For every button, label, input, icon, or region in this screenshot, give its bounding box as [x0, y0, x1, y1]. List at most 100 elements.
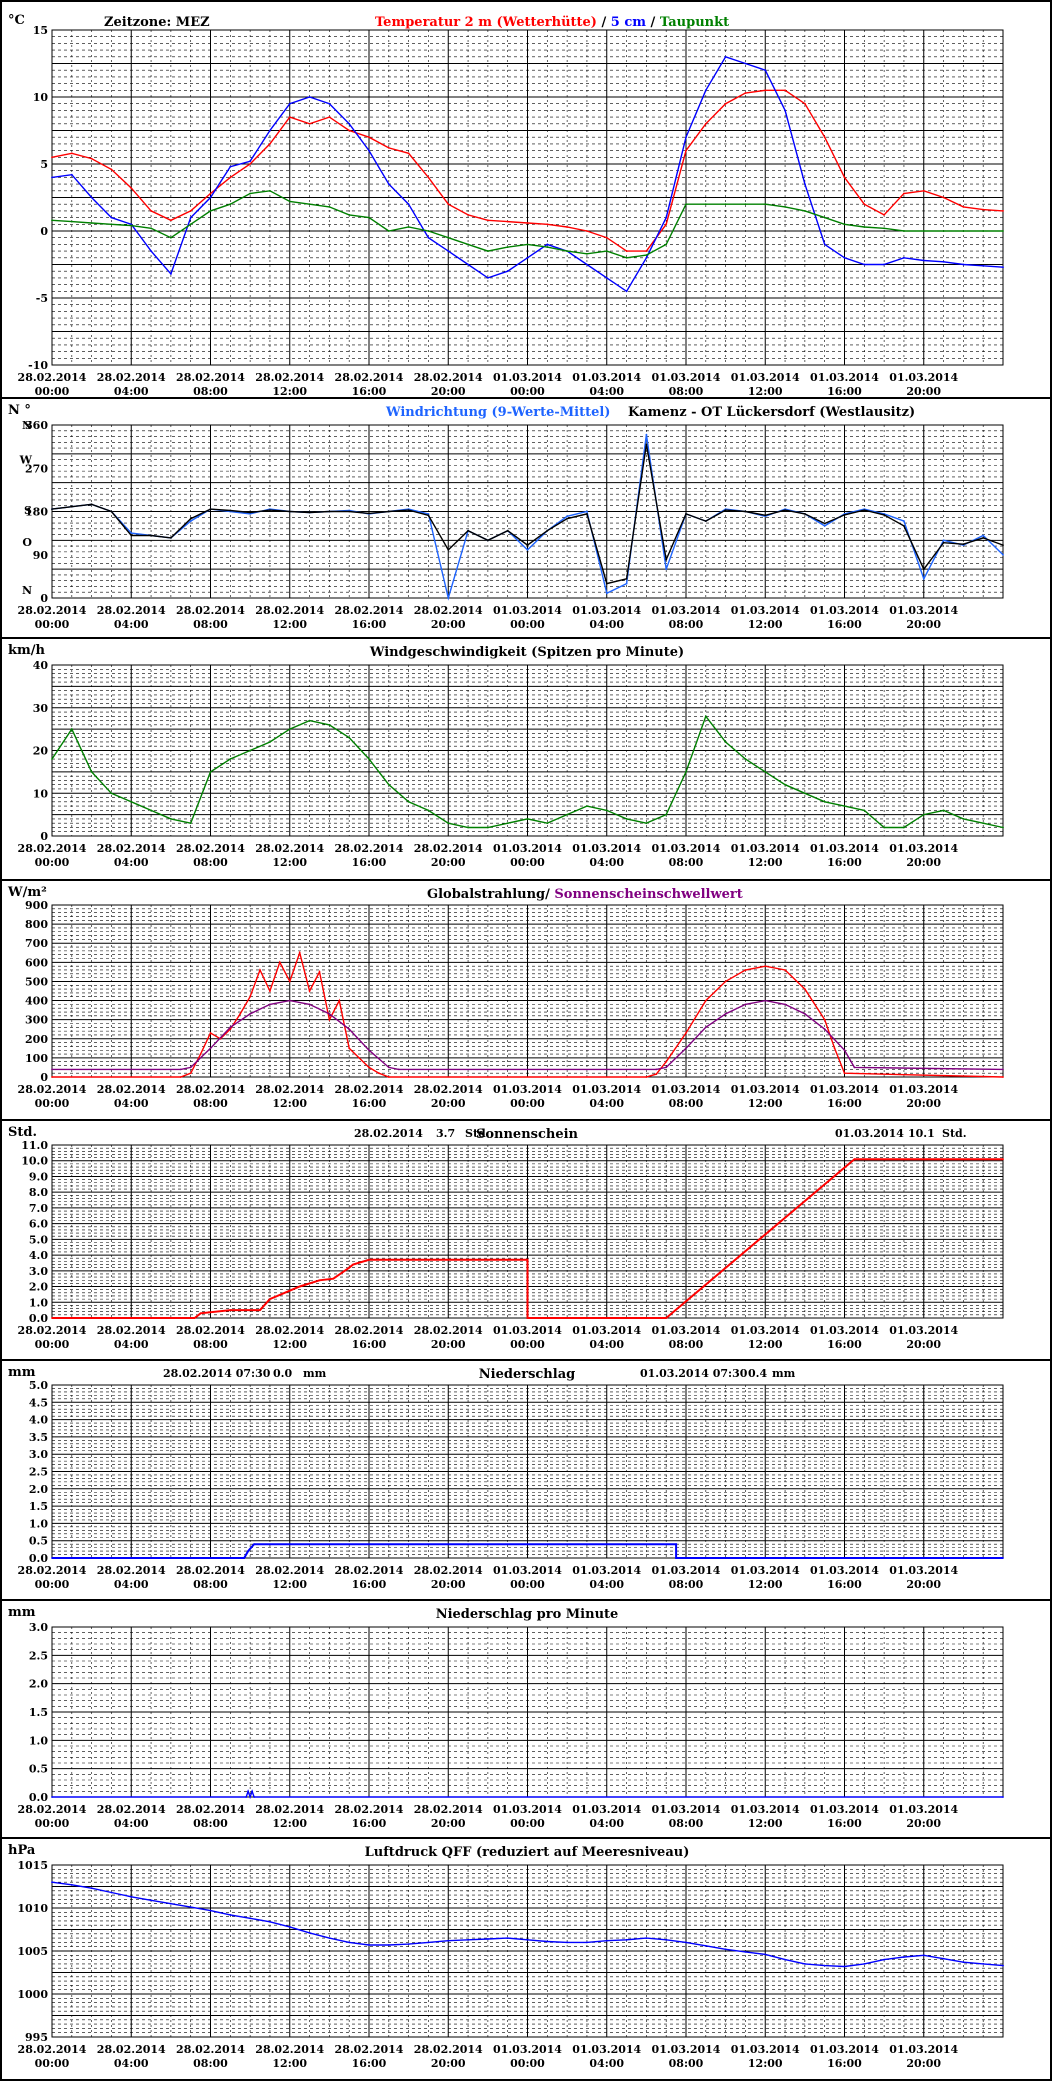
data-point: [189, 216, 192, 219]
data-point: [110, 1891, 113, 1894]
y-tick-label: 1.0: [29, 1296, 48, 1309]
data-point: [368, 149, 370, 152]
data-point: [546, 1940, 549, 1943]
data-point: [229, 509, 232, 512]
data-point: [744, 758, 747, 760]
x-tick-date: 01.03.2014: [493, 1324, 562, 1337]
data-point: [566, 1941, 568, 1944]
x-tick-date: 28.02.2014: [414, 371, 483, 384]
x-tick-time: 20:00: [431, 856, 466, 869]
data-point: [328, 724, 331, 726]
data-point: [665, 1066, 668, 1069]
data-point: [328, 206, 331, 208]
summary-value: 3.7: [436, 1127, 455, 1140]
x-tick-time: 16:00: [827, 856, 862, 869]
data-point: [110, 792, 113, 795]
data-point: [784, 783, 786, 786]
data-point: [387, 1944, 390, 1946]
series-2: [51, 189, 1004, 259]
summary-date: 28.02.2014 07:30: [163, 1367, 271, 1380]
data-point: [724, 980, 727, 983]
x-tick-time: 04:00: [589, 1817, 624, 1830]
x-tick-date: 01.03.2014: [731, 371, 800, 384]
x-tick-time: 16:00: [352, 1097, 387, 1110]
data-point: [407, 152, 410, 155]
y-tick-label: 20: [33, 745, 49, 758]
data-point: [744, 1951, 747, 1953]
y-tick-label: 30: [33, 702, 49, 715]
x-tick-date: 28.02.2014: [335, 1083, 404, 1096]
y-tick-label: -5: [36, 292, 48, 305]
data-point: [942, 541, 945, 544]
x-tick-date: 01.03.2014: [493, 1803, 562, 1816]
data-point: [243, 1557, 246, 1559]
data-point: [823, 1018, 826, 1021]
x-tick-time: 08:00: [193, 385, 228, 398]
data-point: [51, 156, 53, 159]
data-point: [704, 520, 707, 522]
x-tick-time: 20:00: [431, 618, 466, 631]
data-point: [387, 1076, 390, 1078]
x-tick-time: 20:00: [431, 1817, 466, 1830]
x-tick-date: 01.03.2014: [493, 371, 562, 384]
data-point: [724, 1013, 727, 1015]
data-point: [130, 224, 133, 227]
x-tick-time: 12:00: [748, 1338, 783, 1351]
summary-1: 28.02.2014 3.7 Std.: [354, 1127, 490, 1140]
data-point: [467, 243, 469, 246]
data-point: [645, 433, 648, 436]
data-point: [427, 230, 430, 232]
data-point: [249, 749, 252, 752]
data-point: [1002, 1068, 1004, 1071]
data-point: [863, 263, 866, 266]
data-point: [427, 236, 430, 239]
data-point: [982, 822, 985, 825]
compass-letter: N: [22, 584, 32, 597]
data-point: [843, 514, 846, 516]
unit-label: mm: [8, 1365, 36, 1380]
data-point: [982, 537, 985, 539]
data-point: [487, 1938, 489, 1940]
x-tick-time: 04:00: [114, 2057, 149, 2070]
x-tick-date: 01.03.2014: [810, 842, 879, 855]
data-point: [150, 250, 153, 253]
y-tick-label: 4.5: [29, 1396, 48, 1409]
y-tick-label: 1.0: [29, 1734, 48, 1747]
data-point: [645, 443, 648, 446]
data-point: [724, 509, 727, 511]
data-point: [704, 203, 707, 206]
data-point: [308, 122, 311, 125]
series-0: [51, 950, 1004, 1078]
x-tick-date: 01.03.2014: [652, 2043, 721, 2056]
data-point: [1002, 553, 1004, 556]
x-tick-date: 28.02.2014: [18, 371, 87, 384]
compass-letter: W: [19, 454, 33, 467]
data-point: [251, 1790, 254, 1793]
unit-label: W/m²: [7, 885, 47, 900]
data-point: [348, 1941, 351, 1944]
x-tick-date: 28.02.2014: [335, 842, 404, 855]
unit-label: N °: [8, 403, 31, 418]
data-point: [724, 203, 727, 206]
x-tick-time: 08:00: [193, 1097, 228, 1110]
data-point: [253, 1543, 256, 1546]
data-point: [51, 1881, 53, 1884]
data-point: [1002, 544, 1004, 546]
x-tick-time: 00:00: [510, 856, 545, 869]
data-point: [744, 62, 747, 65]
x-tick-date: 01.03.2014: [810, 371, 879, 384]
x-tick-time: 16:00: [827, 618, 862, 631]
data-point: [130, 223, 133, 226]
x-tick-time: 16:00: [352, 856, 387, 869]
data-point: [308, 1003, 311, 1006]
data-point: [883, 826, 885, 829]
panel-precipitation: 5.04.54.03.53.02.52.01.51.00.50.028.02.2…: [0, 1359, 1052, 1591]
x-tick-date: 01.03.2014: [810, 2043, 879, 2056]
data-point: [804, 988, 806, 990]
data-point: [605, 809, 608, 812]
summary-date: 01.03.2014 07:30: [640, 1367, 748, 1380]
x-tick-time: 16:00: [352, 2057, 387, 2070]
data-point: [170, 1902, 172, 1905]
x-tick-date: 01.03.2014: [652, 604, 721, 617]
data-point: [338, 999, 341, 1002]
